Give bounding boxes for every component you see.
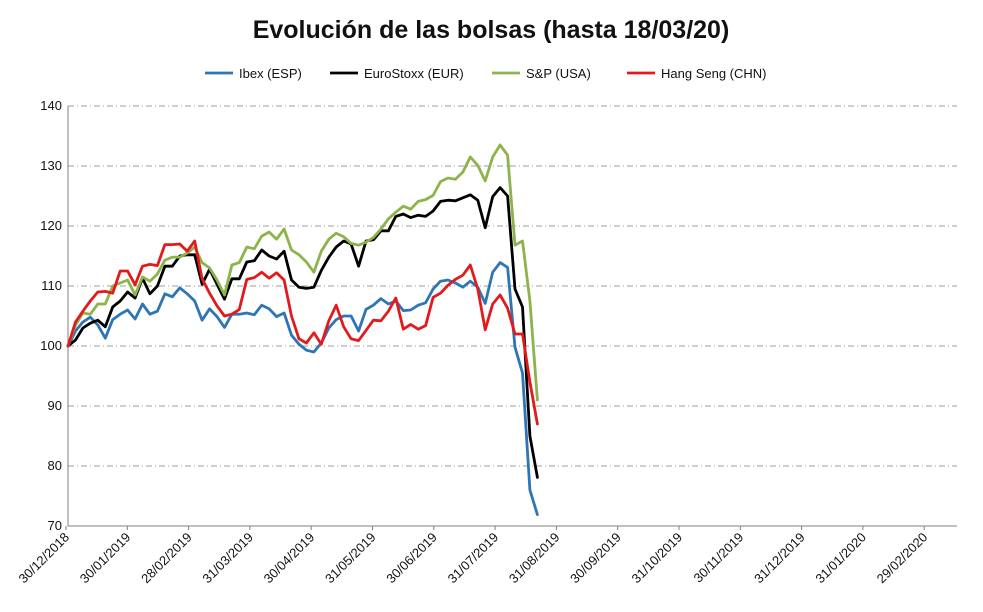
chart-title: Evolución de las bolsas (hasta 18/03/20) [253,16,730,44]
x-tick-label: 31/08/2019 [506,530,563,587]
legend: Ibex (ESP) EuroStoxx (EUR) S&P (USA) Hang S… [205,66,767,81]
y-tick-label: 130 [40,158,62,173]
x-tick-label: 31/01/2020 [812,530,869,587]
gridlines [67,105,957,527]
y-tick-label: 140 [40,98,62,113]
x-tick-label: 31/03/2019 [199,530,256,587]
x-tick-label: 31/05/2019 [322,530,379,587]
x-axis-ticks: 30/12/2018 30/01/2019 28/02/2019 31/03/2019… [15,526,930,586]
series-line-1 [66,261,539,516]
y-tick-label: 120 [40,218,62,233]
x-tick-label: 30/12/2018 [15,530,72,587]
legend-label: EuroStoxx (EUR) [364,66,464,81]
x-tick-label: 31/12/2019 [751,530,808,587]
series-line-2 [66,186,539,479]
series-lines [66,143,539,516]
legend-label: S&P (USA) [526,66,591,81]
series-line-3 [66,143,539,402]
x-tick-label: 30/01/2019 [77,530,134,587]
legend-label: Ibex (ESP) [239,66,302,81]
x-tick-label: 31/07/2019 [445,530,502,587]
x-tick-label: 28/02/2019 [138,530,195,587]
x-tick-label: 30/11/2019 [690,530,746,586]
legend-label: Hang Seng (CHN) [661,66,767,81]
x-tick-label: 29/02/2020 [874,530,931,587]
y-tick-label: 100 [40,338,62,353]
y-tick-label: 90 [48,398,62,413]
y-tick-label: 80 [48,458,62,473]
y-tick-label: 110 [41,278,62,293]
y-tick-label: 70 [48,518,62,533]
x-tick-label: 30/06/2019 [383,530,440,587]
x-tick-label: 30/09/2019 [567,530,624,587]
y-axis-ticks: 70 80 90 100 110 120 130 140 [40,98,62,533]
x-tick-label: 31/10/2019 [628,530,685,587]
x-tick-label: 30/04/2019 [261,530,318,587]
series-line-4 [66,239,539,426]
